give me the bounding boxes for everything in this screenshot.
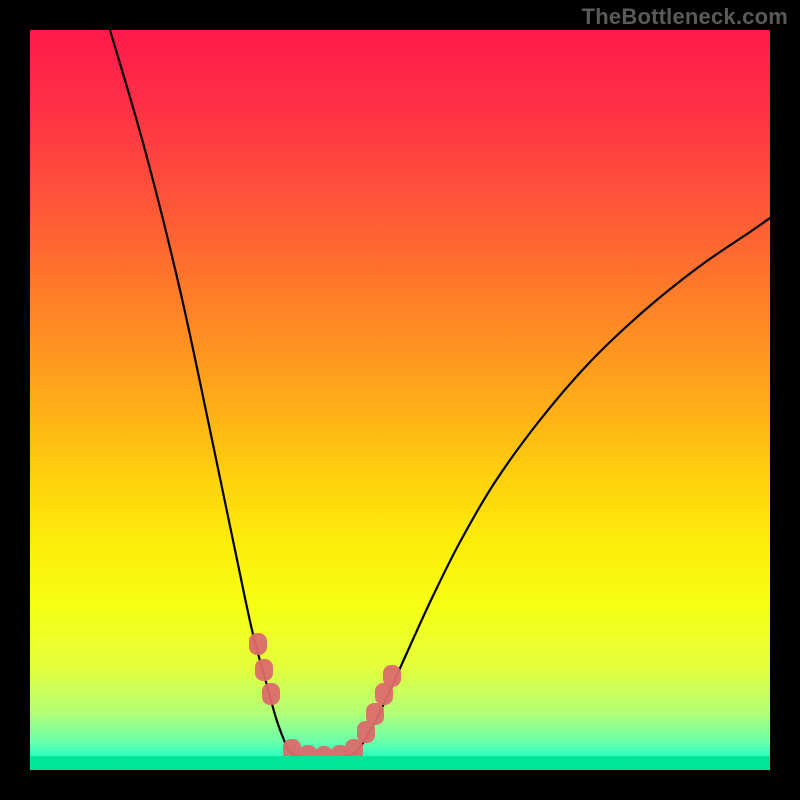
bottleneck-curve — [110, 30, 770, 758]
curve-layer — [30, 30, 770, 770]
bottom-green-strip — [30, 756, 770, 770]
curve-marker — [262, 683, 280, 705]
markers-group — [249, 633, 401, 768]
plot-area — [30, 30, 770, 770]
curve-marker — [366, 703, 384, 725]
watermark-text: TheBottleneck.com — [582, 4, 788, 30]
chart-frame: TheBottleneck.com — [0, 0, 800, 800]
curve-marker — [383, 665, 401, 687]
curve-marker — [255, 659, 273, 681]
curve-marker — [249, 633, 267, 655]
